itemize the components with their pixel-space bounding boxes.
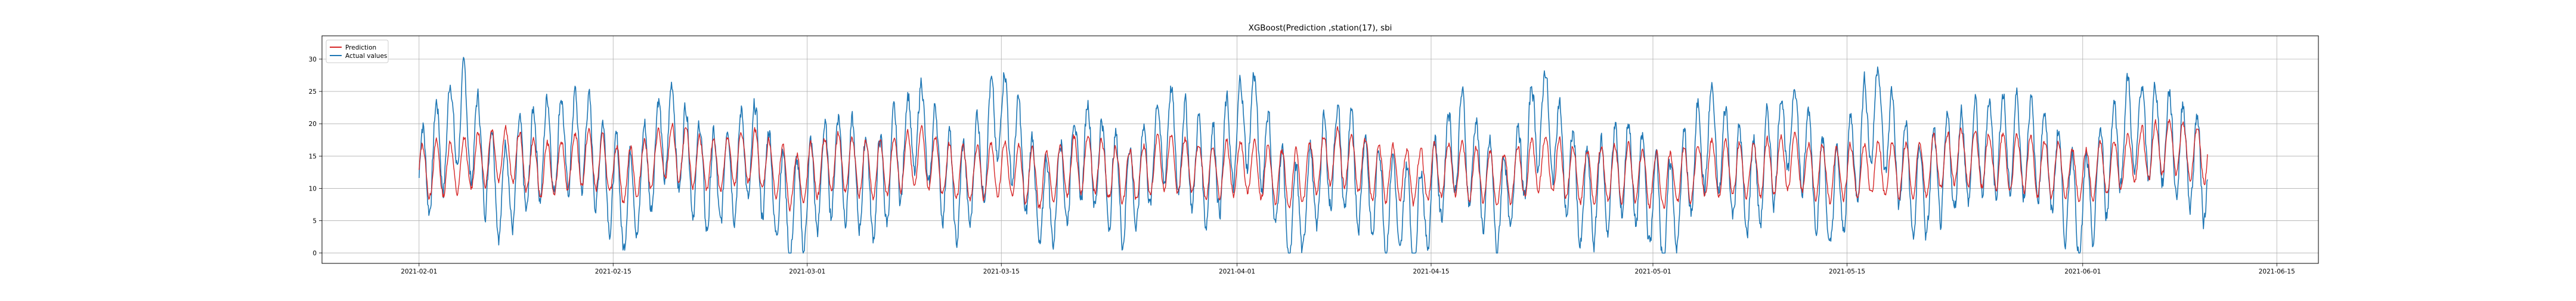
grid-lines: [322, 36, 2318, 263]
x-tick-label: 2021-03-15: [983, 268, 1020, 275]
legend-box: [326, 39, 389, 63]
chart-title: XGBoost(Prediction ,station(17), sbi: [1249, 23, 1392, 33]
x-tick-label: 2021-02-15: [595, 268, 631, 275]
y-tick-label: 10: [309, 185, 317, 192]
x-tick-label: 2021-03-01: [789, 268, 825, 275]
x-tick-label: 2021-05-15: [1829, 268, 1865, 275]
axis-ticks: 2021-02-01 2021-02-15 2021-03-01 2021-03-15…: [309, 56, 2295, 275]
legend: Prediction Actual values: [326, 39, 389, 63]
x-tick-label: 2021-02-01: [401, 268, 437, 275]
y-tick-label: 15: [309, 153, 317, 160]
x-tick-label: 2021-05-01: [1634, 268, 1671, 275]
y-tick-label: 20: [309, 121, 317, 128]
y-tick-label: 0: [312, 250, 317, 257]
x-tick-label: 2021-06-15: [2259, 268, 2295, 275]
series-line-prediction: [419, 119, 2208, 212]
x-tick-label: 2021-06-01: [2064, 268, 2101, 275]
plot-area-frame: [321, 35, 2319, 264]
series-lines: [419, 57, 2208, 254]
y-tick-label: 25: [309, 88, 317, 96]
x-tick-label: 2021-04-15: [1413, 268, 1449, 275]
y-tick-label: 5: [312, 218, 317, 225]
series-line-actual-values: [419, 57, 2208, 254]
x-tick-label: 2021-04-01: [1219, 268, 1255, 275]
legend-label-actual-values: Actual values: [345, 53, 387, 60]
y-tick-label: 30: [309, 56, 317, 63]
legend-label-prediction: Prediction: [345, 44, 376, 51]
